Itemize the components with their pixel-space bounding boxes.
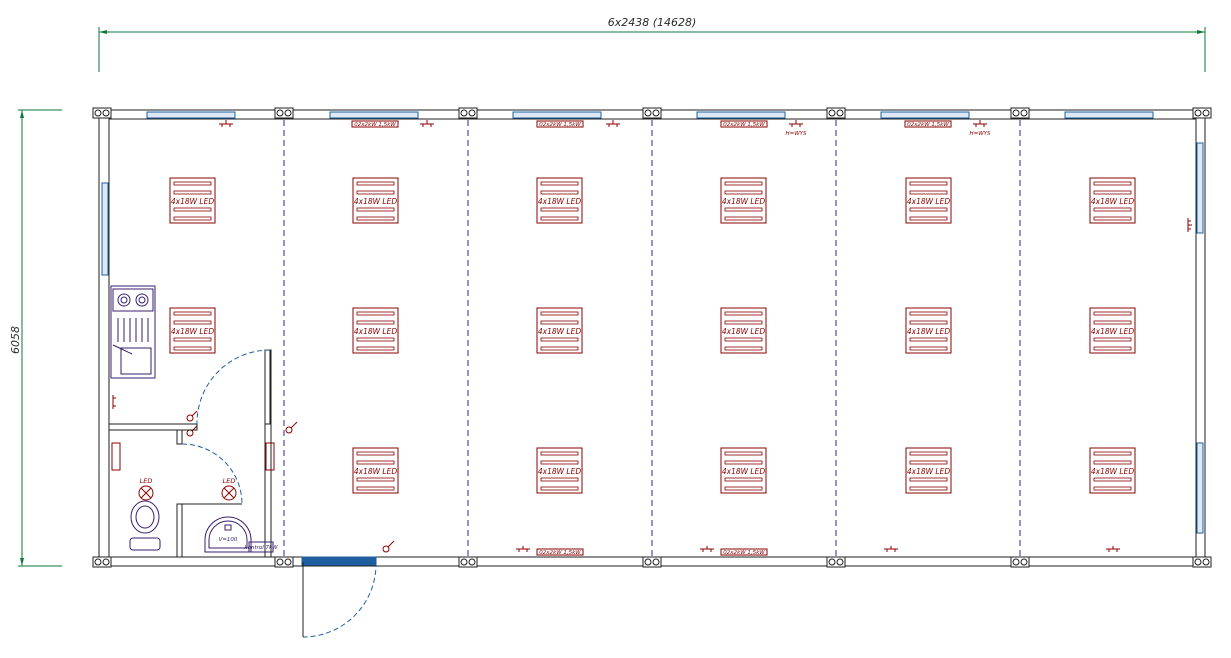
post (274, 107, 294, 119)
post (1192, 556, 1212, 568)
left-dimension: 6058 (9, 109, 62, 567)
led-fixture-label: 4x18W LED (722, 327, 765, 336)
led-fixture-label: 4x18W LED (722, 467, 765, 476)
led-fixture-label: 4x18W LED (354, 327, 397, 336)
electrical-outlets (112, 120, 1192, 552)
heater: 02x2kW 1,5kW (351, 120, 399, 128)
heater-label: 02x2kW 1,5kW (539, 122, 581, 128)
heater-label: 02x2kW 1,5kW (723, 550, 765, 556)
led-fixture-label: 4x18W LED (1091, 197, 1134, 206)
heater: 02x2kW 1,5kW (536, 548, 584, 556)
toilet (129, 500, 161, 551)
led-fixture: 4x18W LED (536, 177, 583, 224)
wc-led-label: LED (140, 477, 153, 485)
post (1010, 107, 1030, 119)
led-fixture-label: 4x18W LED (1091, 467, 1134, 476)
post (826, 556, 846, 568)
led-fixture: 4x18W LED (169, 307, 216, 354)
wys-label-1: H=WYS (785, 131, 807, 137)
led-fixtures: 4x18W LED 4x18W LED 4x18W LED 4x18W LED 4x18… (169, 177, 1136, 494)
post (642, 556, 662, 568)
container-posts (92, 107, 1212, 568)
led-fixture: 4x18W LED (536, 307, 583, 354)
led-fixture: 4x18W LED (1089, 447, 1136, 494)
doors (181, 349, 377, 638)
led-fixture: 4x18W LED (352, 447, 399, 494)
boiler-label: V=100 (219, 537, 238, 543)
post (642, 107, 662, 119)
post (458, 556, 478, 568)
led-fixture-label: 4x18W LED (907, 327, 950, 336)
post (274, 556, 294, 568)
module-partitions (283, 120, 1021, 556)
heater-label: 02x2kW 1,5kW (907, 122, 949, 128)
led-fixture-label: 4x18W LED (1091, 327, 1134, 336)
led-fixture-label: 4x18W LED (907, 197, 950, 206)
heater-label: 02x2kW 1,5kW (539, 550, 581, 556)
led-fixture-label: 4x18W LED (722, 197, 765, 206)
post (458, 107, 478, 119)
led-fixture: 4x18W LED (720, 447, 767, 494)
heater: 02x2kW 1,5kW (536, 120, 584, 128)
led-fixture: 4x18W LED (536, 447, 583, 494)
post (1010, 556, 1030, 568)
post (1192, 107, 1212, 119)
led-fixture-label: 4x18W LED (538, 197, 581, 206)
post (826, 107, 846, 119)
led-fixture-label: 4x18W LED (538, 467, 581, 476)
led-fixture-label: 4x18W LED (171, 197, 214, 206)
kitchenette (110, 285, 156, 379)
led-fixture: 4x18W LED (720, 177, 767, 224)
led-fixture-label: 4x18W LED (354, 467, 397, 476)
post (92, 107, 112, 119)
led-fixture-label: 4x18W LED (538, 327, 581, 336)
wc-heaters (111, 442, 275, 471)
heater: 02x2kW 1,5kW (904, 120, 952, 128)
width-dimension-label: 6x2438 (14628) (608, 16, 697, 29)
post (92, 556, 112, 568)
led-fixture-label: 4x18W LED (907, 467, 950, 476)
bathroom-block (108, 349, 272, 558)
boiler-panel-label: kontrol 7kW (244, 545, 278, 551)
led-fixture-label: 4x18W LED (354, 197, 397, 206)
led-fixture: 4x18W LED (905, 177, 952, 224)
heater-label: 02x2kW 1,5kW (723, 122, 765, 128)
heater-label: 02x2kW 1,5kW (354, 122, 396, 128)
led-fixture: 4x18W LED (352, 177, 399, 224)
room-lights (138, 485, 237, 501)
height-dimension-label: 6058 (9, 326, 22, 354)
heaters: 02x2kW 1,5kW 02x2kW 1,5kW 02x2kW 1,5kW 02x2… (351, 120, 952, 556)
led-fixture-label: 4x18W LED (171, 327, 214, 336)
led-fixture: 4x18W LED (905, 307, 952, 354)
wys-label-2: H=WYS (969, 131, 991, 137)
windows (101, 111, 1204, 566)
led-fixture: 4x18W LED (1089, 307, 1136, 354)
hall-led-label: LED (223, 477, 236, 485)
led-fixture: 4x18W LED (1089, 177, 1136, 224)
heater: 02x2kW 1,5kW (720, 120, 768, 128)
led-fixture: 4x18W LED (720, 307, 767, 354)
top-dimension: 6x2438 (14628) (98, 16, 1206, 72)
led-fixture: 4x18W LED (905, 447, 952, 494)
led-fixture: 4x18W LED (352, 307, 399, 354)
led-fixture: 4x18W LED (169, 177, 216, 224)
heater: 02x2kW 1,5kW (720, 548, 768, 556)
water-boiler (204, 516, 252, 553)
